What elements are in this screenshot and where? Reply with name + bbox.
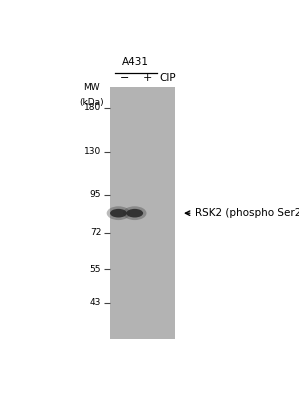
Text: 72: 72 — [90, 228, 101, 237]
Text: RSK2 (phospho Ser227): RSK2 (phospho Ser227) — [195, 208, 299, 218]
Ellipse shape — [110, 209, 127, 218]
Text: 55: 55 — [90, 265, 101, 274]
Ellipse shape — [123, 206, 147, 220]
Text: CIP: CIP — [159, 74, 176, 84]
Text: 95: 95 — [90, 190, 101, 199]
Ellipse shape — [107, 206, 130, 220]
Text: (kDa): (kDa) — [79, 98, 103, 107]
Text: 130: 130 — [84, 148, 101, 156]
Ellipse shape — [126, 209, 143, 218]
Text: −: − — [120, 74, 129, 84]
Text: 43: 43 — [90, 298, 101, 308]
Text: 180: 180 — [84, 103, 101, 112]
Text: A431: A431 — [122, 57, 150, 67]
Text: MW: MW — [83, 83, 100, 92]
Bar — [110, 86, 175, 339]
Text: +: + — [143, 74, 152, 84]
